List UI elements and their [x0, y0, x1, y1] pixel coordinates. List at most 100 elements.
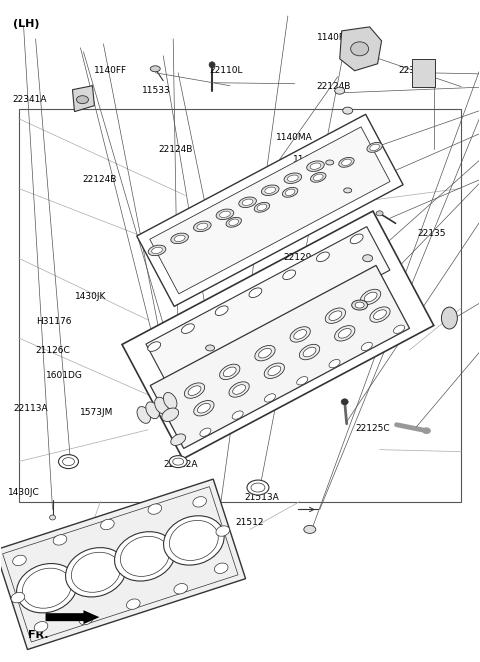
Ellipse shape: [259, 348, 271, 358]
Ellipse shape: [216, 209, 234, 220]
Ellipse shape: [338, 328, 351, 338]
Ellipse shape: [335, 87, 345, 94]
Ellipse shape: [229, 219, 239, 226]
Ellipse shape: [442, 307, 457, 329]
Ellipse shape: [316, 252, 329, 261]
Text: 22360A: 22360A: [398, 66, 432, 75]
Ellipse shape: [254, 203, 270, 213]
Ellipse shape: [364, 292, 377, 302]
Ellipse shape: [249, 288, 262, 297]
Ellipse shape: [341, 399, 348, 404]
Text: 22113A: 22113A: [13, 404, 48, 413]
Ellipse shape: [223, 367, 236, 377]
Ellipse shape: [310, 163, 321, 169]
Ellipse shape: [282, 187, 298, 197]
Ellipse shape: [194, 401, 214, 416]
Ellipse shape: [264, 363, 285, 379]
Ellipse shape: [219, 364, 240, 379]
Ellipse shape: [233, 385, 246, 395]
Text: 22110L: 22110L: [209, 66, 242, 75]
Text: 22125C: 22125C: [355, 424, 389, 433]
Ellipse shape: [152, 248, 162, 254]
Ellipse shape: [360, 289, 381, 305]
Ellipse shape: [169, 455, 187, 467]
Text: 1430JK: 1430JK: [75, 292, 106, 301]
Ellipse shape: [200, 428, 211, 436]
Ellipse shape: [146, 402, 159, 418]
Ellipse shape: [325, 308, 346, 324]
Text: 22341A: 22341A: [12, 95, 47, 105]
Text: 1140FX: 1140FX: [317, 32, 351, 42]
Ellipse shape: [193, 221, 211, 232]
Text: 22124B: 22124B: [317, 82, 351, 91]
Ellipse shape: [265, 187, 276, 193]
Ellipse shape: [373, 310, 386, 319]
Ellipse shape: [351, 42, 369, 56]
Ellipse shape: [370, 144, 380, 151]
Text: 1140FS: 1140FS: [345, 178, 379, 187]
Ellipse shape: [76, 96, 88, 104]
Text: 1430JC: 1430JC: [8, 488, 40, 497]
Polygon shape: [150, 265, 409, 448]
Ellipse shape: [219, 211, 230, 218]
Ellipse shape: [335, 326, 355, 341]
Ellipse shape: [11, 592, 25, 603]
Ellipse shape: [339, 158, 354, 167]
Ellipse shape: [297, 377, 308, 385]
Polygon shape: [137, 115, 403, 307]
Ellipse shape: [394, 325, 405, 334]
Ellipse shape: [181, 324, 194, 334]
Ellipse shape: [247, 480, 269, 495]
Ellipse shape: [226, 217, 241, 227]
Ellipse shape: [171, 434, 186, 446]
Ellipse shape: [257, 204, 267, 211]
Ellipse shape: [59, 455, 78, 469]
Text: 1573JM: 1573JM: [80, 408, 113, 416]
Ellipse shape: [262, 185, 279, 195]
Ellipse shape: [422, 428, 431, 434]
Ellipse shape: [376, 211, 383, 216]
Text: 1140MA: 1140MA: [293, 155, 329, 164]
Ellipse shape: [255, 346, 275, 361]
FancyArrow shape: [46, 610, 99, 624]
Ellipse shape: [184, 383, 204, 399]
Ellipse shape: [12, 555, 26, 565]
Ellipse shape: [174, 235, 185, 242]
Ellipse shape: [197, 223, 208, 230]
Text: 11533: 11533: [142, 85, 170, 95]
Ellipse shape: [16, 563, 77, 613]
Ellipse shape: [205, 345, 215, 351]
Ellipse shape: [171, 233, 189, 244]
Ellipse shape: [304, 526, 316, 534]
Polygon shape: [411, 59, 435, 87]
Ellipse shape: [229, 382, 249, 397]
Ellipse shape: [101, 519, 114, 530]
Polygon shape: [340, 27, 382, 71]
Ellipse shape: [137, 406, 151, 424]
Text: 22135: 22135: [417, 229, 445, 238]
Polygon shape: [146, 226, 390, 387]
Ellipse shape: [209, 62, 215, 68]
Ellipse shape: [344, 188, 352, 193]
Ellipse shape: [284, 173, 301, 183]
Ellipse shape: [370, 307, 390, 322]
Ellipse shape: [268, 366, 281, 375]
Ellipse shape: [239, 197, 256, 207]
Text: FR.: FR.: [28, 630, 49, 639]
Ellipse shape: [164, 516, 224, 565]
Ellipse shape: [216, 526, 229, 536]
Text: 22124B: 22124B: [276, 205, 310, 213]
Ellipse shape: [34, 622, 48, 632]
Ellipse shape: [148, 504, 162, 514]
Ellipse shape: [288, 175, 298, 181]
Ellipse shape: [300, 344, 320, 359]
Text: 1140MA: 1140MA: [276, 133, 312, 142]
Ellipse shape: [148, 245, 166, 256]
Ellipse shape: [155, 397, 168, 414]
Ellipse shape: [66, 547, 126, 597]
Text: 22311B: 22311B: [135, 559, 169, 568]
Ellipse shape: [163, 393, 177, 409]
Text: 1601DG: 1601DG: [46, 371, 83, 381]
Ellipse shape: [162, 408, 179, 422]
Ellipse shape: [311, 172, 326, 182]
